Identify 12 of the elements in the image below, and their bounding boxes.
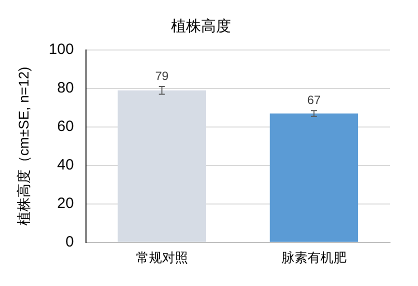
chart-title: 植株高度 <box>171 18 231 36</box>
x-tick-label: 常规对照 <box>136 250 188 265</box>
y-tick-label: 20 <box>57 195 74 212</box>
y-tick-label: 0 <box>65 234 74 251</box>
y-tick-label: 60 <box>57 118 74 136</box>
x-tick-label: 脉素有机肥 <box>281 250 346 265</box>
data-label: 79 <box>155 68 169 83</box>
y-tick-label: 40 <box>57 156 74 174</box>
y-tick-label: 100 <box>48 41 74 58</box>
y-tick-label: 80 <box>57 80 74 97</box>
data-label: 67 <box>307 92 321 107</box>
y-axis-title: 植株高度（cm±SE, n=12) <box>15 66 32 226</box>
